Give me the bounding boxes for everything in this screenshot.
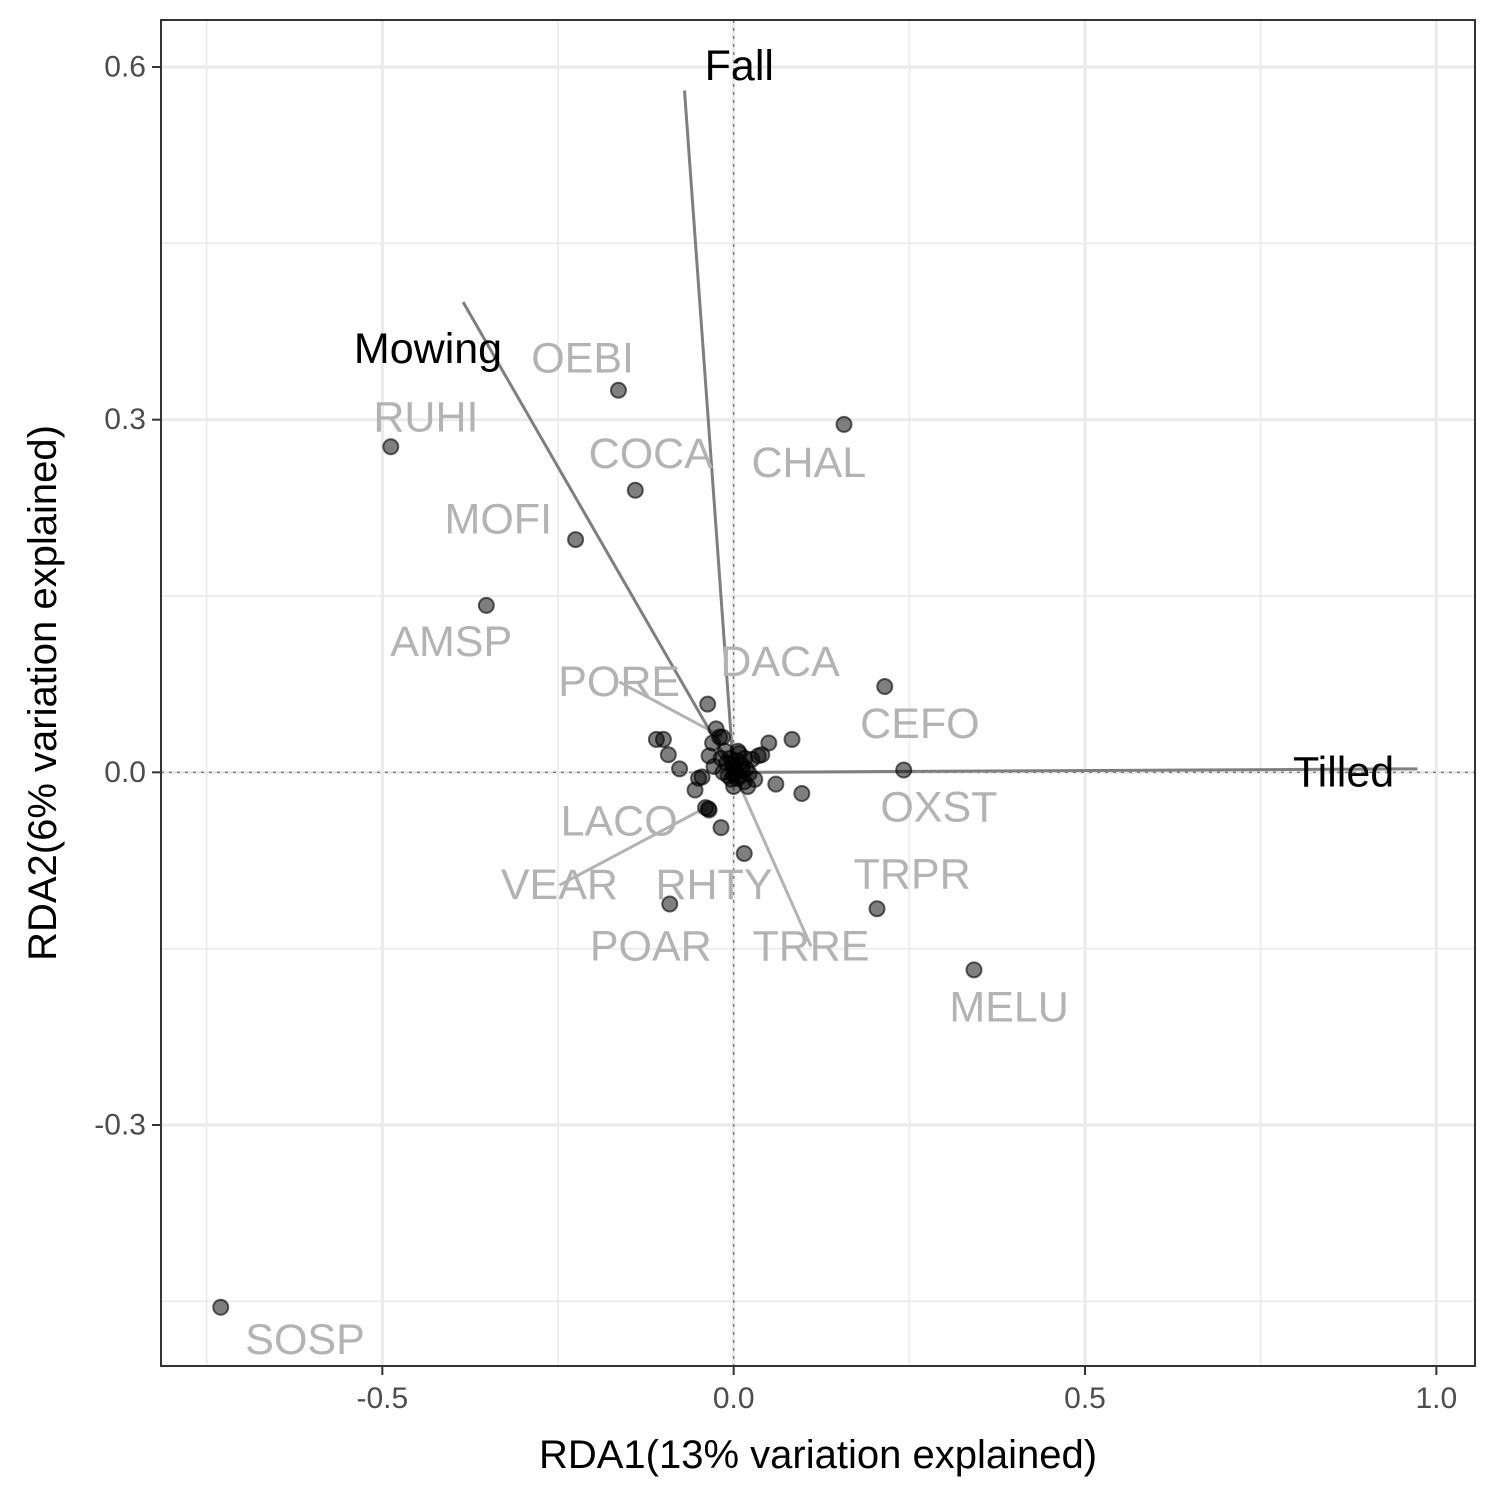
species-label-cefo: CEFO [860,700,979,748]
plot-panel-border [160,19,1476,1367]
species-point [659,746,677,764]
vector-tilled [733,767,1418,774]
species-point [671,760,689,778]
species-point-vear [697,799,715,817]
species-point-amsp [477,596,495,614]
species-point-mofi [567,531,585,549]
zero-reference-lines [161,20,1475,1366]
species-label-daca: DACA [720,638,840,686]
species-point-trre [727,769,745,787]
species-point [654,730,672,748]
species-label-chal: CHAL [752,439,867,487]
species-point [712,749,730,767]
species-label-pore: PORE [558,658,680,706]
y-tick-label: 0.6 [104,51,146,84]
species-label-oebi: OEBI [531,335,634,383]
label-leader-lines [558,680,813,947]
species-label-mofi: MOFI [445,496,552,544]
species-point [767,775,785,793]
species-point [760,734,778,752]
vector-label-mowing: Mowing [354,325,502,373]
species-label-sosp: SOSP [245,1316,365,1364]
species-point-rhty [735,844,753,862]
x-tick-label: 0.5 [1064,1382,1106,1415]
species-label-ruhi: RUHI [373,393,478,441]
species-point-chal [835,415,853,433]
species-labels: OEBI RUHI COCA CHAL MOFI AMSP DACA PORE CEFO OXST… [245,335,1069,1365]
vector-label-tilled: Tilled [1293,748,1394,796]
environment-vectors [461,90,1418,774]
species-point [783,730,801,748]
species-point-cefo [876,678,894,696]
species-label-poar: POAR [590,922,712,970]
species-label-amsp: AMSP [390,618,512,666]
leader-line-vear [558,806,707,887]
y-tick-label: -0.3 [94,1109,146,1142]
y-axis-title: RDA2(6% variation explained) [21,425,65,961]
species-point [712,819,730,837]
species-point-pore [713,728,731,746]
species-label-trpr: TRPR [854,851,971,899]
vector-label-fall: Fall [705,42,774,90]
leader-line-pore [618,680,724,739]
species-label-laco: LACO [561,798,678,846]
x-tick-label: -0.5 [356,1382,408,1415]
x-tick-label: 1.0 [1415,1382,1457,1415]
species-point [693,768,711,786]
species-label-trre: TRRE [752,922,869,970]
species-point-melu [965,961,983,979]
species-point-ruhi [382,438,400,456]
species-point-oebi [609,381,627,399]
leader-line-trre [735,777,813,947]
species-label-vear: VEAR [501,861,618,909]
species-point-oxst [895,761,913,779]
x-tick-label: 0.0 [713,1382,755,1415]
species-point-poar [661,895,679,913]
species-label-melu: MELU [949,983,1068,1031]
y-tick-label: 0.3 [104,403,146,436]
species-point [736,749,754,767]
y-tick-label: 0.0 [104,756,146,789]
axes: -0.5 0.0 0.5 1.0 -0.3 0.0 0.3 0.6 [94,51,1457,1415]
species-points [212,381,983,1316]
species-label-rhty: RHTY [655,861,772,909]
species-point [793,785,811,803]
species-point-sosp [212,1298,230,1316]
species-point-trpr [868,900,886,918]
grid-lines [161,20,1475,1366]
vector-labels: Fall Mowing Tilled [354,42,1394,797]
species-label-coca: COCA [589,430,714,478]
vector-mowing [461,301,735,774]
x-axis-title: RDA1(13% variation explained) [539,1433,1097,1477]
species-point [699,695,717,713]
species-point-coca [626,481,644,499]
species-label-oxst: OXST [880,784,997,832]
vector-fall [682,90,736,773]
